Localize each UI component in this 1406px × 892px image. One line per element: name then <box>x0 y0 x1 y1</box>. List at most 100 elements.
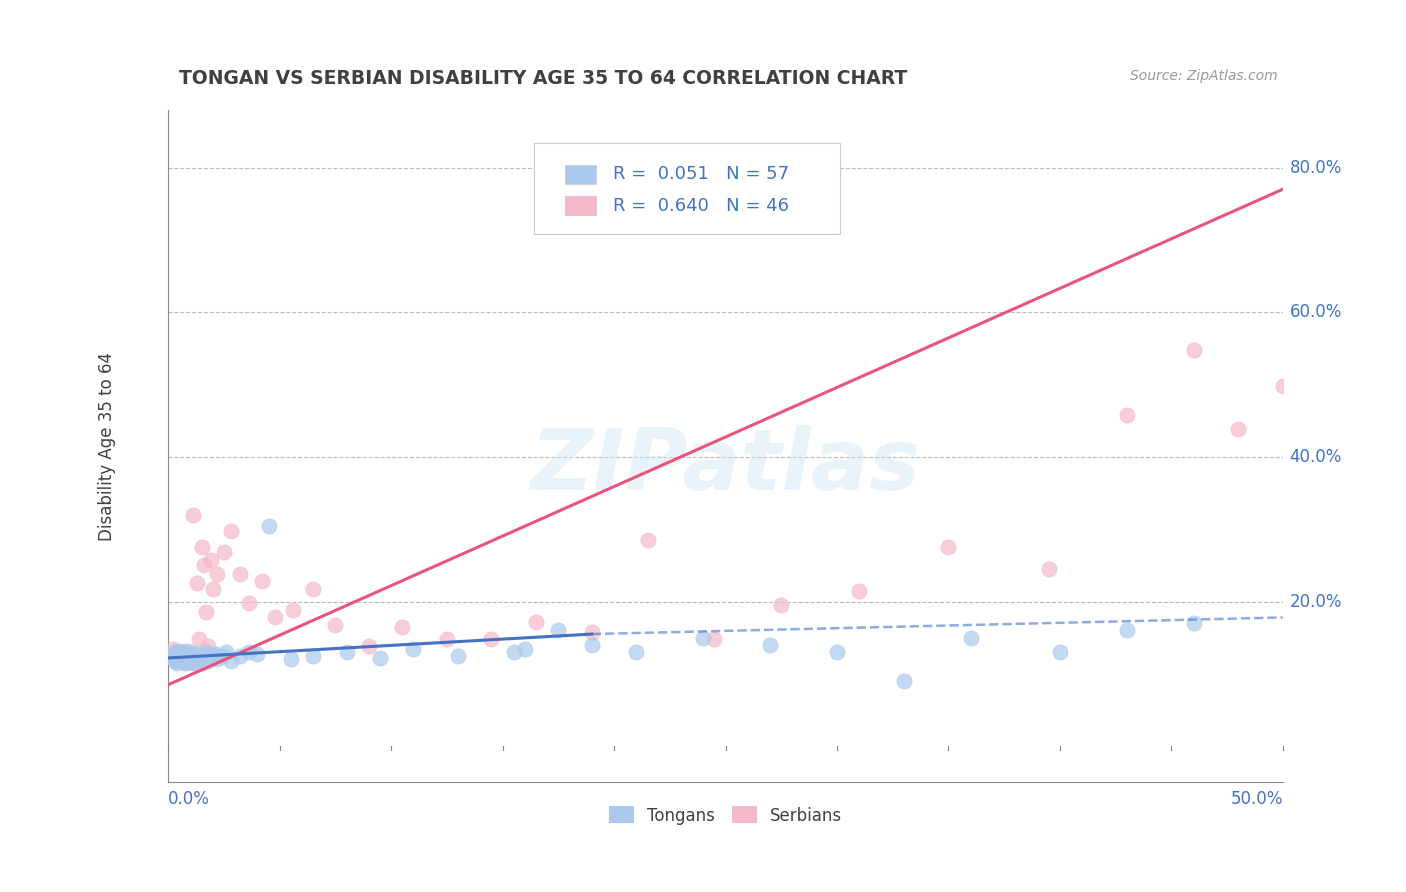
Point <box>280 652 302 666</box>
Text: R =  0.640   N = 46: R = 0.640 N = 46 <box>613 197 789 215</box>
Point <box>159 648 181 663</box>
Point <box>193 648 215 663</box>
Point <box>170 648 193 662</box>
Point <box>162 651 184 665</box>
Point <box>1038 562 1060 576</box>
Point <box>302 582 325 596</box>
Point <box>163 654 186 668</box>
Point <box>186 647 208 661</box>
Point <box>637 533 659 547</box>
Point <box>190 541 212 555</box>
Point <box>228 567 250 582</box>
Point <box>200 648 222 662</box>
Point <box>174 656 197 670</box>
Point <box>481 632 503 647</box>
Point <box>177 648 200 663</box>
Text: 80.0%: 80.0% <box>1289 159 1341 177</box>
Point <box>1049 645 1071 659</box>
Point <box>180 654 202 668</box>
FancyBboxPatch shape <box>534 144 841 235</box>
Point <box>219 654 242 668</box>
Point <box>201 582 224 596</box>
Point <box>581 624 603 639</box>
Point <box>1227 422 1250 436</box>
Point <box>770 598 793 612</box>
Text: 20.0%: 20.0% <box>1289 592 1341 610</box>
Point <box>391 620 413 634</box>
Point <box>177 652 200 666</box>
Point <box>184 656 207 670</box>
Point <box>238 645 260 659</box>
Point <box>204 647 226 661</box>
Point <box>1182 616 1205 631</box>
Text: Disability Age 35 to 64: Disability Age 35 to 64 <box>98 351 117 541</box>
Text: 60.0%: 60.0% <box>1289 303 1341 321</box>
FancyBboxPatch shape <box>565 196 596 215</box>
Point <box>163 654 186 668</box>
Legend: Tongans, Serbians: Tongans, Serbians <box>602 800 849 831</box>
Point <box>447 648 470 663</box>
Point <box>547 624 569 638</box>
Point <box>368 651 391 665</box>
Point <box>186 576 208 591</box>
Point <box>212 545 235 559</box>
Point <box>759 638 782 652</box>
Point <box>281 603 304 617</box>
Point <box>402 641 425 656</box>
Point <box>197 654 219 668</box>
Point <box>159 647 181 661</box>
Point <box>201 651 224 665</box>
Point <box>195 645 218 659</box>
Point <box>181 508 204 522</box>
Point <box>166 647 188 661</box>
Point <box>893 674 915 689</box>
Point <box>195 606 218 620</box>
Point <box>207 652 229 666</box>
Point <box>197 640 219 654</box>
Point <box>174 647 197 661</box>
Point <box>170 647 193 661</box>
Point <box>181 648 204 662</box>
Point <box>938 541 960 555</box>
Point <box>188 652 211 666</box>
Point <box>325 617 347 632</box>
Point <box>184 651 207 665</box>
Point <box>357 640 380 654</box>
Text: Source: ZipAtlas.com: Source: ZipAtlas.com <box>1129 70 1277 83</box>
Point <box>177 652 200 666</box>
Text: 0.0%: 0.0% <box>169 789 209 807</box>
Point <box>626 645 648 659</box>
Point <box>188 632 211 647</box>
Point <box>436 632 458 647</box>
Point <box>200 552 222 566</box>
Point <box>1182 343 1205 357</box>
Point <box>162 641 184 656</box>
Point <box>238 596 260 610</box>
Text: R =  0.051   N = 57: R = 0.051 N = 57 <box>613 165 789 183</box>
Point <box>959 631 981 645</box>
Point <box>848 583 870 598</box>
Point <box>513 641 536 656</box>
Point <box>228 648 250 663</box>
Point <box>180 648 202 663</box>
Point <box>502 645 524 659</box>
Point <box>703 632 725 647</box>
Point <box>336 645 359 659</box>
Point <box>174 644 197 658</box>
Text: 40.0%: 40.0% <box>1289 448 1341 466</box>
Point <box>825 645 848 659</box>
Text: ZIPatlas: ZIPatlas <box>530 425 921 508</box>
Point <box>1115 408 1137 422</box>
Point <box>169 651 191 665</box>
Point <box>207 567 229 582</box>
Point <box>180 645 202 659</box>
FancyBboxPatch shape <box>565 165 596 184</box>
Point <box>163 645 186 659</box>
Point <box>1115 624 1137 638</box>
Text: TONGAN VS SERBIAN DISABILITY AGE 35 TO 64 CORRELATION CHART: TONGAN VS SERBIAN DISABILITY AGE 35 TO 6… <box>180 70 908 88</box>
Point <box>250 574 273 589</box>
Point <box>524 615 547 629</box>
Point <box>193 558 215 573</box>
Point <box>581 638 603 652</box>
Point <box>246 648 269 662</box>
